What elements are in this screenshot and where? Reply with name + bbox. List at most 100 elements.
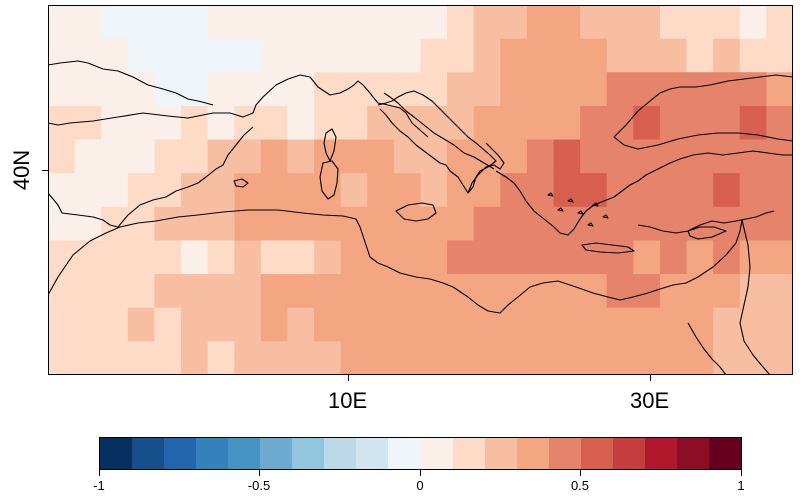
latitude-label-40n: 40N [9, 149, 34, 191]
grid-cell [207, 341, 235, 375]
grid-cell [340, 274, 368, 309]
grid-cell [207, 38, 235, 73]
grid-cell [260, 307, 289, 342]
grid-cell [393, 38, 422, 73]
grid-cell [526, 274, 555, 309]
grid-cell [340, 105, 368, 141]
grid-cell [314, 38, 342, 73]
grid-cell [101, 38, 129, 73]
grid-cell [713, 105, 741, 141]
grid-cell [181, 38, 209, 73]
island-sardinia [319, 160, 339, 200]
grid-cell [500, 173, 528, 208]
grid-cell [580, 72, 608, 107]
grid-cell [74, 240, 102, 275]
grid-cell [473, 5, 501, 40]
grid-cell [473, 105, 501, 141]
coastline-africa-north [48, 209, 743, 314]
grid-cell [340, 240, 368, 275]
colorbar-label: 0 [416, 478, 424, 493]
grid-cell [659, 173, 688, 208]
grid-cell [48, 274, 76, 309]
grid-cell [101, 139, 129, 174]
grid-cell [393, 105, 422, 141]
grid-cell [713, 38, 741, 73]
grid-cell [473, 206, 501, 242]
grid-cell [287, 307, 315, 342]
grid-cell [207, 307, 235, 342]
grid-cell [420, 307, 448, 342]
grid-cell [367, 5, 395, 40]
colorbar-bin [356, 438, 389, 469]
grid-cell [340, 38, 368, 73]
grid-cell [766, 38, 793, 73]
grid-cell [101, 5, 129, 40]
grid-cell [340, 307, 368, 342]
coastline-black-sea [613, 74, 793, 138]
grid-cell [553, 139, 581, 174]
coastline-black-sea-south [613, 132, 793, 150]
grid-cell [659, 139, 688, 174]
grid-cell [686, 341, 714, 375]
grid-cell [393, 5, 422, 40]
grid-cell [127, 307, 156, 342]
grid-cell [234, 173, 262, 208]
grid-cell [713, 240, 741, 275]
grid-cell [447, 274, 475, 309]
grid-cell [766, 341, 793, 375]
grid-cell [181, 341, 209, 375]
colorbar-label: -1 [93, 478, 105, 493]
grid-cell [580, 5, 608, 40]
grid-cell [127, 38, 156, 73]
grid-cell [74, 5, 102, 40]
grid-cell [633, 341, 661, 375]
colorbar-bin [228, 438, 261, 469]
grid-cell [606, 105, 634, 141]
grid-cell [393, 341, 422, 375]
grid-cell [367, 206, 395, 242]
grid-cell [766, 139, 793, 174]
grid-cell [48, 139, 76, 174]
grid-cell [340, 206, 368, 242]
grid-cell [287, 173, 315, 208]
grid-cell [473, 307, 501, 342]
grid-cell [287, 274, 315, 309]
grid-cell [420, 274, 448, 309]
grid-cell [420, 173, 448, 208]
grid-cell [154, 206, 182, 242]
grid-cell [420, 206, 448, 242]
colorbar-bin [292, 438, 325, 469]
grid-cell [207, 72, 235, 107]
colorbar [99, 437, 742, 470]
grid-cell [659, 72, 688, 107]
grid-cell [526, 139, 555, 174]
grid-cell [553, 274, 581, 309]
grid-cell [74, 173, 102, 208]
grid-cell [766, 274, 793, 309]
colorbar-bin [388, 438, 421, 469]
colorbar-label: 1 [737, 478, 745, 493]
grid-cell [287, 139, 315, 174]
coastline-balkans [495, 150, 793, 236]
grid-cell [127, 72, 156, 107]
colorbar-bin [324, 438, 357, 469]
grid-cell [314, 72, 342, 107]
grid-cell [314, 206, 342, 242]
colorbar-bin [452, 438, 485, 469]
colorbar-tick [99, 470, 100, 476]
grid-cell [447, 5, 475, 40]
grid-cell [101, 173, 129, 208]
grid-cell [181, 274, 209, 309]
grid-cell [367, 274, 395, 309]
map-panel [48, 5, 793, 375]
grid-cell [500, 274, 528, 309]
grid-cell [287, 38, 315, 73]
grid-cell [314, 105, 342, 141]
grid-cell [207, 173, 235, 208]
grid-cell [234, 274, 262, 309]
grid-cell [473, 72, 501, 107]
grid-cell [713, 341, 741, 375]
colorbar-bin [132, 438, 165, 469]
grid-cell [207, 139, 235, 174]
grid-cell [367, 139, 395, 174]
